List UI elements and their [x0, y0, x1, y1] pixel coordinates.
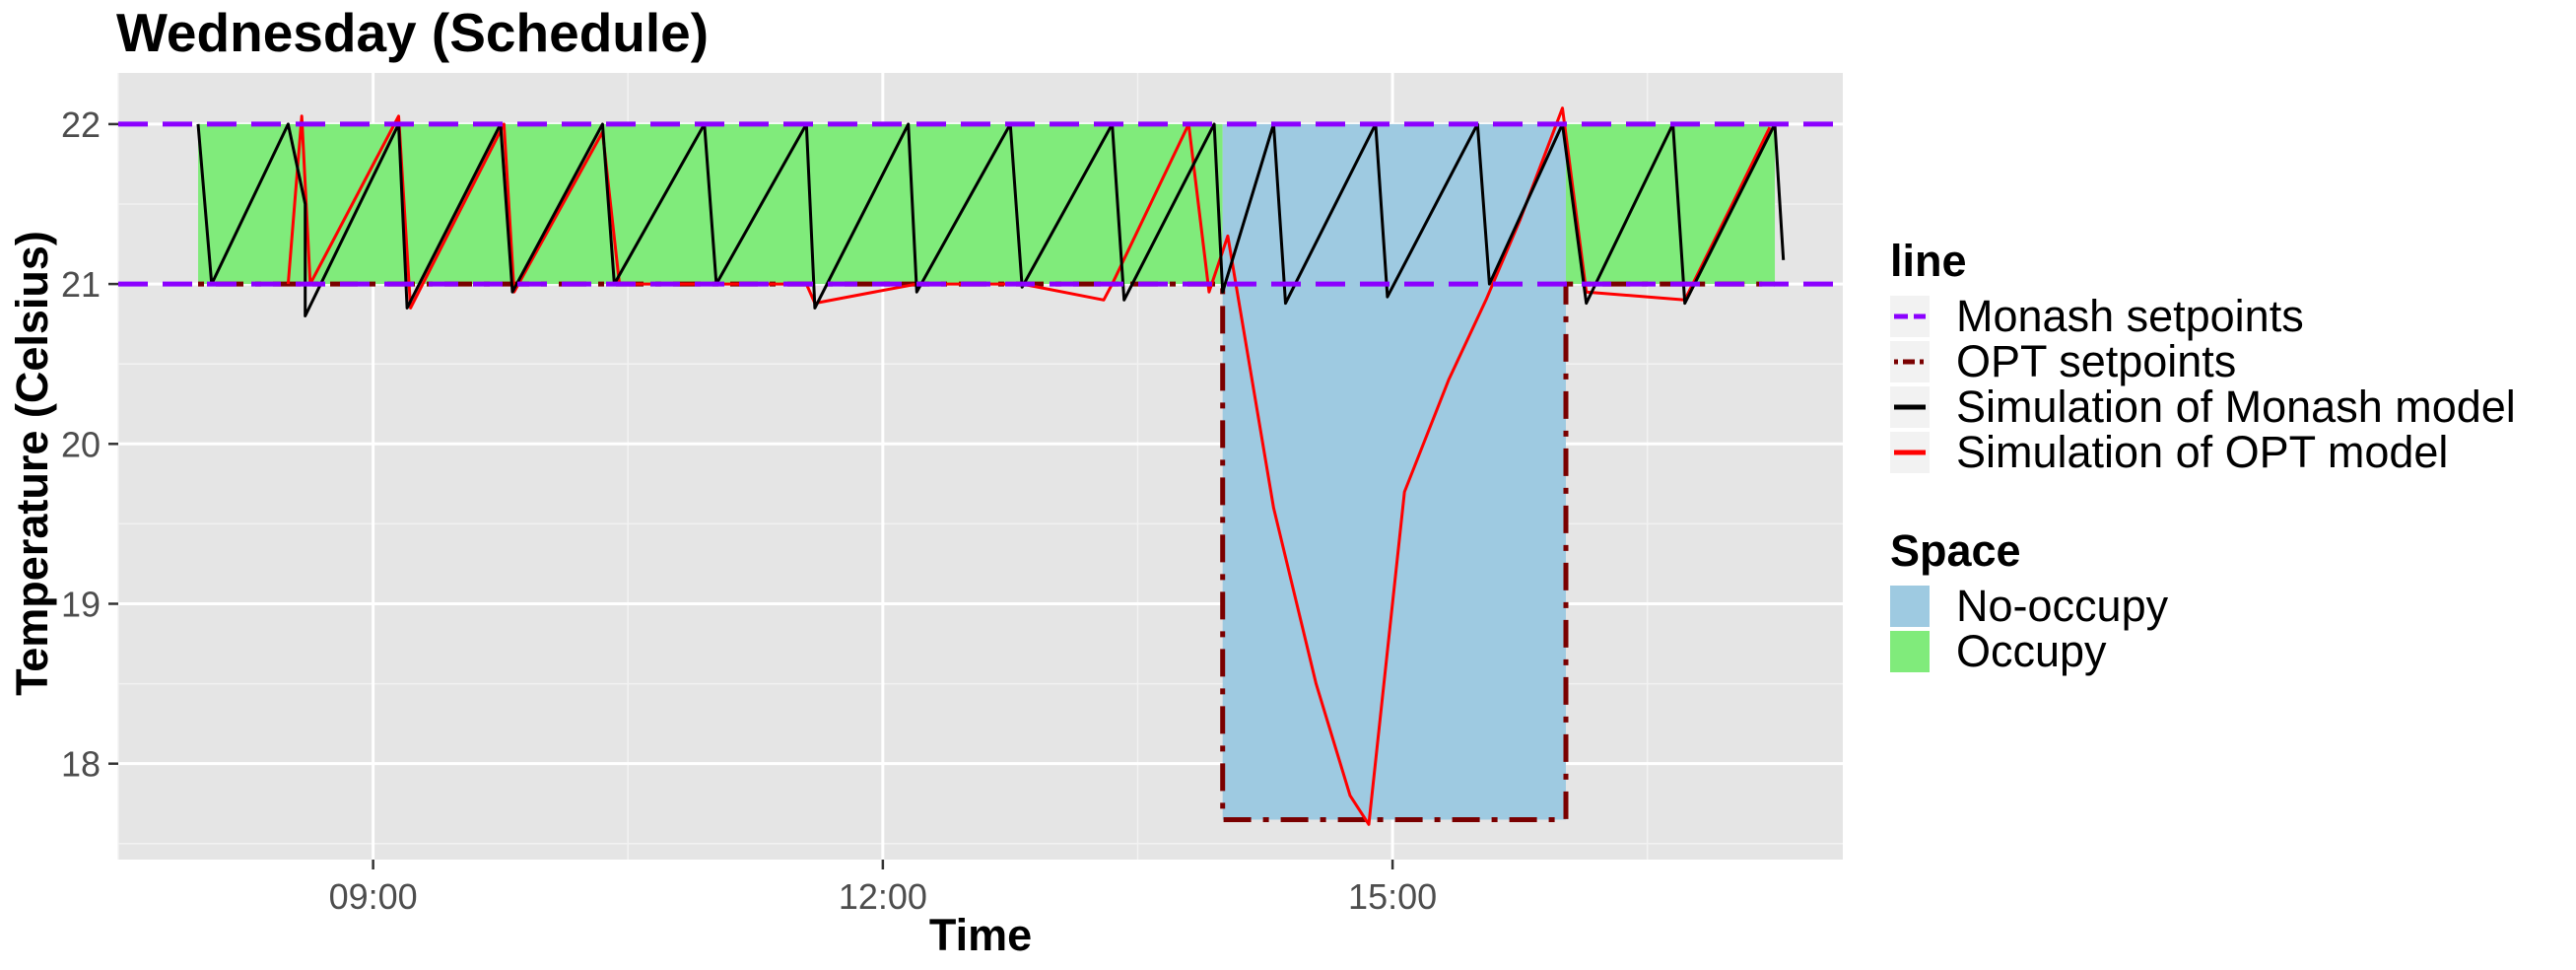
- x-axis-title: Time: [929, 910, 1032, 960]
- legend-label: No-occupy: [1956, 581, 2169, 631]
- y-tick-label: 21: [61, 264, 101, 305]
- legend-label: Simulation of OPT model: [1956, 427, 2448, 477]
- y-tick-label: 22: [61, 104, 101, 145]
- legend-label: Occupy: [1956, 626, 2107, 676]
- y-axis: 18 19 20 21 22: [61, 104, 118, 785]
- y-axis-title: Temperature (Celsius): [7, 231, 57, 696]
- plot-panel: [117, 73, 1843, 860]
- series-simulation-of-opt-model: [286, 106, 1772, 826]
- occupy-region: [1565, 123, 1776, 285]
- legend-label: OPT setpoints: [1956, 336, 2236, 386]
- y-tick-label: 18: [61, 744, 101, 785]
- x-axis: 09:00 12:00 15:00: [329, 860, 1437, 917]
- x-tick-label: 09:00: [329, 876, 418, 917]
- legend-label: Simulation of Monash model: [1956, 381, 2516, 432]
- x-tick-label: 12:00: [839, 876, 927, 917]
- legend-key: [1890, 631, 1930, 672]
- y-tick-label: 19: [61, 584, 101, 624]
- legend-title-space: Space: [1890, 525, 2021, 576]
- legend-label: Monash setpoints: [1956, 291, 2304, 341]
- chart-title: Wednesday (Schedule): [116, 2, 709, 63]
- legend-title-line: line: [1890, 236, 1967, 286]
- x-tick-label: 15:00: [1348, 876, 1437, 917]
- y-tick-label: 20: [61, 424, 101, 464]
- legend-key: [1890, 586, 1930, 627]
